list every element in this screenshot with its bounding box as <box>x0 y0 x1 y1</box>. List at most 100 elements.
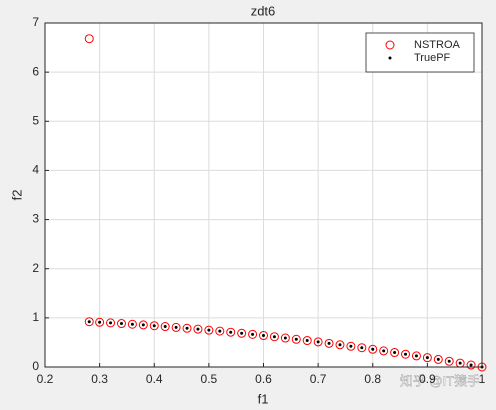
data-point <box>207 328 211 332</box>
data-point <box>215 326 225 336</box>
data-point <box>316 340 320 344</box>
x-tick-label: 0.4 <box>146 372 163 386</box>
data-point <box>349 344 353 348</box>
x-tick-label: 1 <box>479 372 486 386</box>
marks <box>84 34 487 372</box>
data-point <box>283 336 287 340</box>
data-point <box>152 324 156 328</box>
y-tick-label: 2 <box>32 261 39 275</box>
data-point <box>237 328 247 338</box>
x-tick-label: 0.8 <box>364 372 381 386</box>
data-point <box>193 324 203 334</box>
data-point <box>226 327 236 337</box>
data-point <box>149 321 159 331</box>
data-point <box>401 349 411 359</box>
x-tick-label: 0.6 <box>255 372 272 386</box>
data-point <box>248 329 258 339</box>
data-point <box>458 361 462 365</box>
data-point <box>368 344 378 354</box>
data-point <box>425 356 429 360</box>
data-point <box>240 331 244 335</box>
data-point <box>262 334 265 338</box>
data-point <box>335 340 345 350</box>
data-point <box>357 343 367 353</box>
data-point <box>324 338 334 348</box>
data-point <box>280 333 290 343</box>
data-point <box>171 322 181 332</box>
data-point <box>98 320 102 324</box>
y-axis-label: f2 <box>9 190 24 201</box>
x-tick-label: 0.9 <box>419 372 436 386</box>
data-point <box>291 334 301 344</box>
data-point <box>87 320 91 324</box>
data-point <box>138 320 148 330</box>
data-point <box>272 335 276 339</box>
data-point <box>196 327 200 331</box>
data-point <box>436 357 440 361</box>
data-point <box>130 322 134 326</box>
data-point <box>360 346 364 350</box>
data-point <box>469 363 473 367</box>
legend-marker <box>388 56 392 60</box>
data-point <box>433 354 443 364</box>
data-point <box>305 339 309 343</box>
y-tick-label: 6 <box>32 64 39 78</box>
y-tick-label: 0 <box>32 359 39 373</box>
data-point <box>447 359 451 363</box>
data-point <box>390 348 400 358</box>
x-tick-label: 0.2 <box>37 372 54 386</box>
legend-label: TruePF <box>414 52 451 64</box>
data-point <box>302 336 312 346</box>
x-tick-label: 0.3 <box>91 372 108 386</box>
data-point <box>160 322 170 332</box>
data-point <box>218 329 222 333</box>
data-point <box>185 326 189 330</box>
data-point <box>338 343 342 347</box>
data-point <box>313 337 323 347</box>
x-tick-label: 0.7 <box>310 372 327 386</box>
data-point <box>346 341 356 351</box>
y-tick-label: 7 <box>32 15 39 29</box>
data-point <box>182 323 192 333</box>
data-point <box>444 356 454 366</box>
data-point <box>127 319 137 329</box>
data-point <box>269 332 279 342</box>
data-point <box>294 337 298 341</box>
data-point <box>259 331 268 341</box>
legend-label: NSTROA <box>414 39 461 51</box>
y-tick-label: 3 <box>32 212 39 226</box>
data-point <box>229 330 233 334</box>
data-point <box>95 317 105 327</box>
data-point <box>109 321 113 325</box>
x-tick-label: 0.5 <box>201 372 218 386</box>
data-point <box>404 352 408 356</box>
data-point <box>371 347 375 351</box>
x-axis-label: f1 <box>258 391 269 406</box>
legend-box <box>365 32 475 73</box>
data-point <box>106 318 116 328</box>
chart-title: zdt6 <box>251 3 276 18</box>
data-point <box>379 346 389 356</box>
watermark: 知乎 @IT猿手 <box>400 373 480 388</box>
data-point <box>119 322 123 326</box>
data-point <box>411 351 421 361</box>
data-point <box>84 34 94 44</box>
data-point <box>174 325 178 329</box>
data-point <box>84 317 94 327</box>
legend-marker <box>385 40 395 50</box>
data-point <box>382 349 386 353</box>
data-point <box>116 319 126 329</box>
data-point <box>414 354 418 358</box>
y-tick-label: 5 <box>32 113 39 127</box>
data-point <box>204 325 214 335</box>
data-point <box>141 323 145 327</box>
data-point <box>251 332 255 336</box>
data-point <box>327 341 331 345</box>
y-tick-label: 4 <box>32 163 39 177</box>
data-point <box>163 325 167 329</box>
data-point <box>422 353 432 363</box>
data-point <box>393 351 397 355</box>
data-point <box>466 360 476 370</box>
